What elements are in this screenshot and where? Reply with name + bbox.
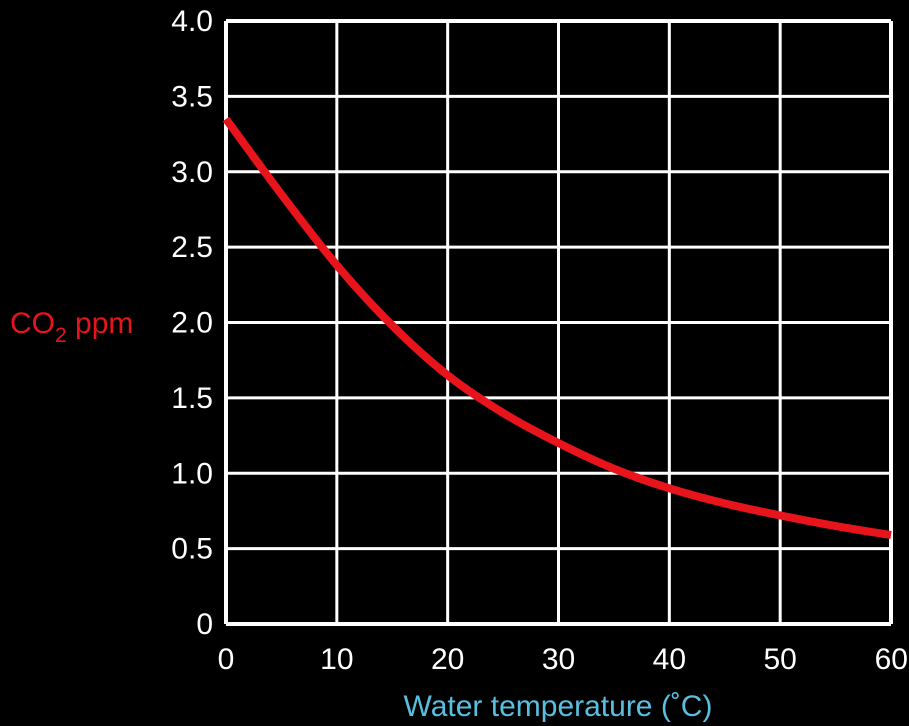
x-axis-label: Water temperature (˚C) <box>404 690 713 723</box>
y-tick-label: 3.0 <box>171 156 213 189</box>
x-tick-label: 20 <box>431 643 464 676</box>
x-tick-label: 10 <box>320 643 353 676</box>
y-axis-label-suffix: ppm <box>67 307 134 340</box>
series-layer <box>222 116 892 540</box>
x-tick-label: 0 <box>218 643 235 676</box>
y-tick-label: 4.0 <box>171 5 213 38</box>
x-tick-label: 30 <box>542 643 575 676</box>
x-tick-label: 40 <box>653 643 686 676</box>
y-axis-label: CO2 ppm <box>10 307 133 347</box>
y-tick-label: 0.5 <box>171 533 213 566</box>
grid <box>224 19 893 626</box>
y-tick-label: 3.5 <box>171 80 213 113</box>
y-tick-label: 2.5 <box>171 231 213 264</box>
y-tick-label: 1.5 <box>171 382 213 415</box>
x-axis-ticks: 0 10 20 30 40 50 60 <box>218 643 908 676</box>
y-axis-label-subscript: 2 <box>55 324 67 347</box>
x-tick-label: 50 <box>763 643 796 676</box>
x-tick-label: 60 <box>875 643 908 676</box>
y-tick-label: 0 <box>196 608 213 641</box>
y-tick-label: 2.0 <box>171 307 213 340</box>
y-axis-ticks: 0 0.5 1.0 1.5 2.0 2.5 3.0 3.5 4.0 <box>171 5 213 641</box>
y-axis-label-prefix: CO <box>10 307 55 340</box>
y-tick-label: 1.0 <box>171 457 213 490</box>
co2-curve-line <box>222 116 892 540</box>
